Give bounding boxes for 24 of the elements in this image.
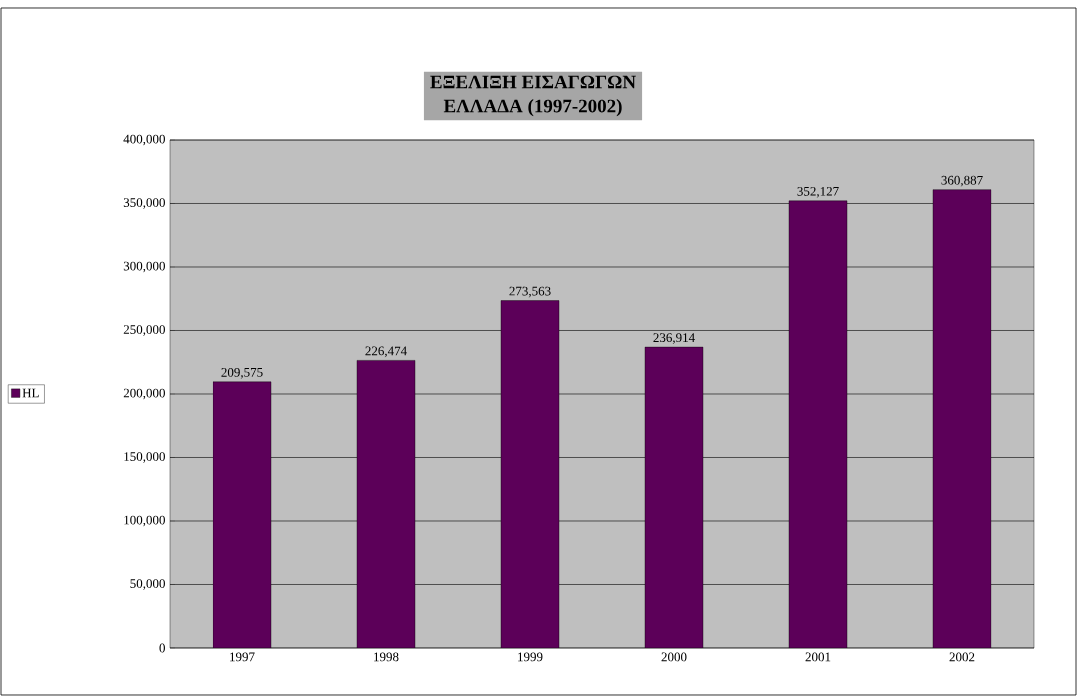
y-tick-label: 0	[159, 643, 165, 653]
data-label: 360,887	[941, 175, 983, 187]
data-label: 226,474	[365, 346, 407, 358]
chart-title: ΕΞΕΛΙΞΗ ΕΙΣΑΓΩΓΩΝ	[430, 75, 636, 89]
data-label: 273,563	[509, 286, 551, 298]
y-tick-label: 400,000	[123, 134, 165, 146]
y-tick-label: 100,000	[124, 515, 165, 527]
y-tick-label: 50,000	[130, 579, 165, 590]
x-tick-label: 1998	[374, 652, 399, 662]
legend-label: HL	[22, 388, 39, 398]
y-tick-label: 350,000	[123, 198, 165, 209]
chart-subtitle: ΕΛΛΑΔΑ (1997-2002)	[443, 99, 622, 117]
y-tick-label: 200,000	[123, 388, 165, 400]
x-tick-label: 2001	[805, 652, 831, 662]
y-tick-label: 150,000	[124, 452, 165, 463]
x-tick-label: 1999	[518, 652, 543, 662]
y-tick-label: 250,000	[123, 325, 165, 336]
data-label: 236,914	[653, 333, 695, 344]
data-label: 209,575	[221, 368, 263, 379]
x-tick-label: 2002	[949, 652, 975, 662]
y-tick-label: 300,000	[123, 261, 165, 273]
data-label: 352,127	[797, 186, 839, 198]
x-tick-label: 1997	[230, 652, 255, 662]
x-tick-label: 2000	[661, 652, 687, 662]
